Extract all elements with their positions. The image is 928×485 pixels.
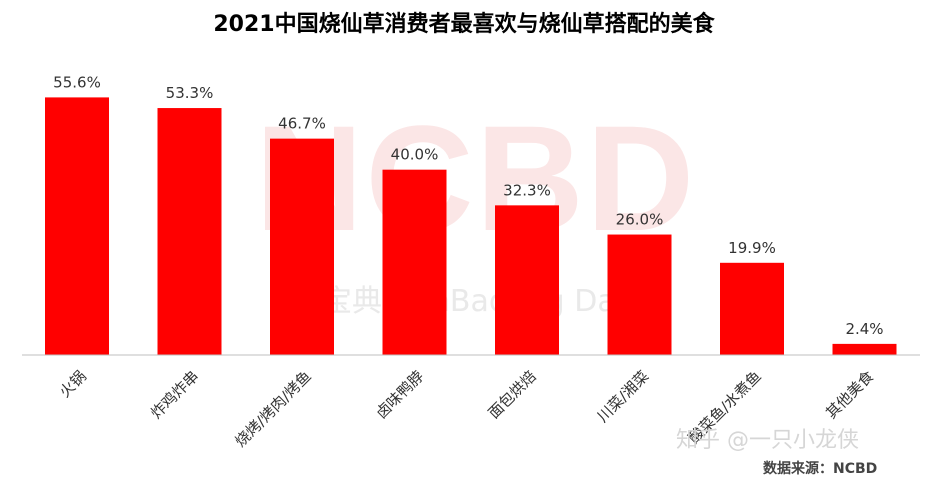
- bar-8: [832, 343, 897, 355]
- category-label: 卤味鸭脖: [372, 367, 427, 422]
- category-label: 烧烤/烤肉/烤鱼: [231, 367, 315, 451]
- bar-value-label: 46.7%: [278, 115, 326, 133]
- bar-value-label: 19.9%: [728, 239, 776, 257]
- bar-3: [270, 138, 334, 355]
- category-label: 面包烘焙: [485, 367, 540, 422]
- category-label: 川菜/湘菜: [594, 367, 653, 426]
- ncbd-watermark-sub: 餐宝典 CanBao Big Data: [292, 284, 646, 319]
- bar-6: [607, 234, 672, 355]
- bar-5: [495, 205, 559, 355]
- bar-value-label: 2.4%: [845, 320, 883, 338]
- category-label: 其他美食: [822, 367, 877, 422]
- bar-2: [157, 108, 222, 355]
- bar-value-label: 32.3%: [503, 181, 551, 199]
- bar-value-label: 53.3%: [166, 84, 214, 102]
- bar-value-label: 26.0%: [616, 211, 664, 229]
- bar-value-label: 55.6%: [53, 73, 101, 91]
- zhihu-watermark: 知乎 @一只小龙侠: [676, 428, 859, 453]
- category-label: 火锅: [56, 367, 90, 401]
- category-label: 炸鸡炸串: [147, 367, 202, 422]
- value-labels-group: 55.6% 53.3% 46.7% 40.0% 32.3% 26.0% 19.9% 2.4%: [53, 73, 883, 337]
- bars-group: [45, 97, 897, 356]
- bar-4: [382, 169, 447, 355]
- source-note: 数据来源：NCBD: [763, 461, 878, 477]
- bar-1: [45, 97, 109, 356]
- bar-7: [720, 262, 784, 355]
- chart-title: 2021中国烧仙草消费者最喜欢与烧仙草搭配的美食: [213, 12, 715, 37]
- bar-value-label: 40.0%: [391, 146, 439, 164]
